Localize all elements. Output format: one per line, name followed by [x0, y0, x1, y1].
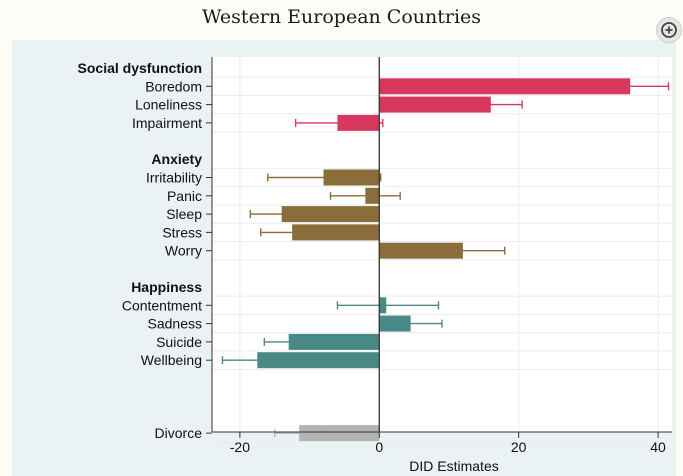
- category-label: Stress: [162, 224, 202, 240]
- category-label: Impairment: [132, 115, 202, 131]
- bar: [288, 333, 380, 350]
- category-label: Boredom: [145, 78, 202, 94]
- bar: [379, 78, 631, 95]
- category-label: Wellbeing: [141, 352, 202, 368]
- bar: [292, 224, 380, 241]
- x-axis-title: DID Estimates: [409, 458, 498, 474]
- category-label: Worry: [165, 243, 202, 259]
- x-tick-label: 20: [511, 439, 527, 455]
- category-label: Irritability: [146, 170, 202, 186]
- bar: [281, 206, 380, 223]
- category-label: Sadness: [148, 316, 202, 332]
- group-heading: Happiness: [131, 279, 202, 295]
- x-tick-label: 0: [375, 439, 383, 455]
- category-label: Suicide: [156, 334, 202, 350]
- category-label: Loneliness: [135, 97, 202, 113]
- group-heading: Anxiety: [151, 151, 202, 167]
- category-label: Divorce: [155, 425, 203, 441]
- x-tick-label: -20: [230, 439, 250, 455]
- zoom-in-icon[interactable]: [656, 17, 682, 43]
- category-label: Panic: [167, 188, 202, 204]
- category-label: Sleep: [166, 206, 202, 222]
- bar: [257, 352, 380, 369]
- bar: [379, 242, 463, 259]
- x-tick-label: 40: [650, 439, 666, 455]
- chart-title: Western European Countries: [201, 6, 482, 28]
- bar: [299, 425, 380, 442]
- bar: [379, 96, 491, 113]
- group-heading: Social dysfunction: [78, 60, 202, 76]
- category-label: Contentment: [122, 297, 202, 313]
